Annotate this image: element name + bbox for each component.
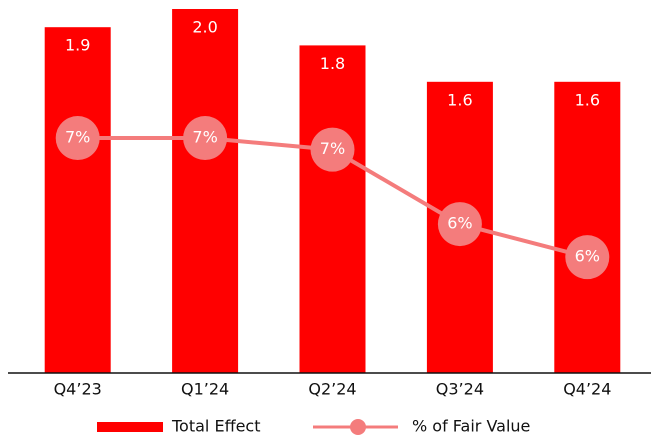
line-label: 6% — [575, 247, 600, 266]
line-marker — [310, 127, 355, 172]
bar — [44, 27, 111, 373]
bar — [299, 45, 366, 374]
bar — [554, 81, 621, 374]
line-marker — [183, 116, 228, 161]
legend-swatch-marker — [350, 419, 366, 435]
line-label: 7% — [192, 128, 217, 147]
bar-label: 1.6 — [575, 90, 600, 109]
line-label: 6% — [447, 214, 472, 233]
x-tick-label: Q4’24 — [563, 380, 611, 399]
x-tick-label: Q3’24 — [436, 380, 484, 399]
legend-label: Total Effect — [171, 417, 261, 436]
legend-label: % of Fair Value — [412, 417, 530, 436]
x-tick-label: Q4’23 — [54, 380, 102, 399]
x-tick-label: Q2’24 — [308, 380, 356, 399]
x-tick-label: Q1’24 — [181, 380, 229, 399]
line-marker — [565, 235, 610, 280]
bar-label: 1.6 — [447, 90, 472, 109]
line-marker — [437, 202, 482, 247]
bar-label: 1.8 — [320, 54, 345, 73]
line-marker — [55, 116, 100, 161]
line-label: 7% — [65, 128, 90, 147]
bar — [172, 9, 239, 373]
legend-swatch — [97, 422, 163, 432]
bar-label: 2.0 — [192, 18, 217, 37]
line-label: 7% — [320, 139, 345, 158]
bar-label: 1.9 — [65, 36, 90, 55]
